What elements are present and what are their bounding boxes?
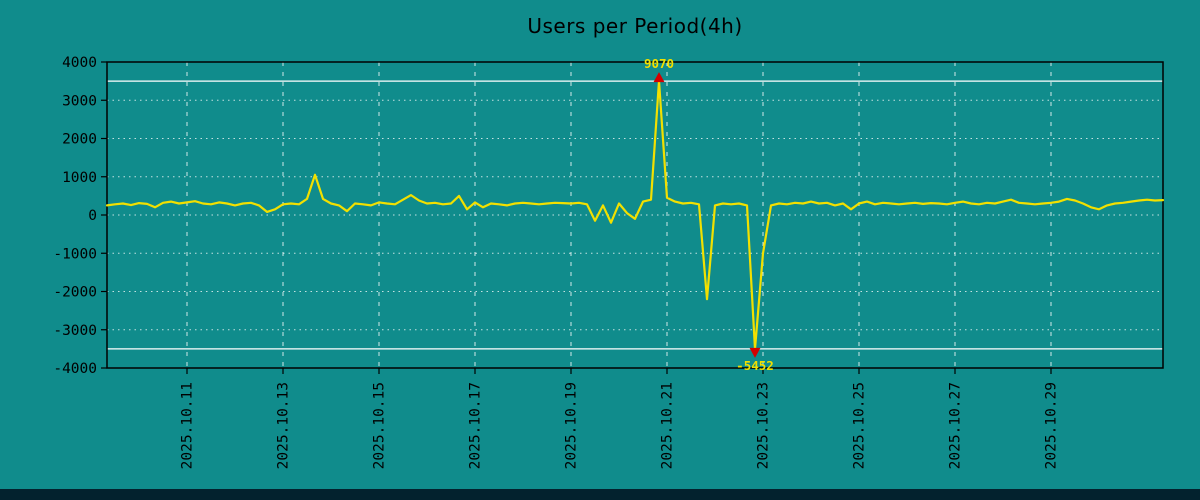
max-value-label: 9070 bbox=[644, 56, 674, 71]
svg-text:2025.10.25: 2025.10.25 bbox=[852, 382, 868, 469]
plot-area: 4000 3000 2000 1000 0 -1000 -2000 -3000 -4000 202… bbox=[53, 55, 1165, 469]
svg-text:2025.10.29: 2025.10.29 bbox=[1044, 382, 1060, 469]
svg-text:-1000: -1000 bbox=[53, 246, 97, 262]
svg-text:2025.10.11: 2025.10.11 bbox=[180, 382, 196, 469]
clip-lines bbox=[107, 80, 1163, 350]
footer-bar bbox=[0, 489, 1200, 500]
horizontal-gridlines bbox=[107, 99, 1163, 331]
svg-text:2025.10.23: 2025.10.23 bbox=[756, 382, 772, 469]
svg-text:4000: 4000 bbox=[62, 55, 97, 71]
chart-title: Users per Period(4h) bbox=[527, 14, 743, 38]
svg-text:2000: 2000 bbox=[62, 132, 97, 148]
svg-text:-4000: -4000 bbox=[53, 361, 97, 377]
svg-text:2025.10.13: 2025.10.13 bbox=[276, 382, 292, 469]
svg-text:2025.10.27: 2025.10.27 bbox=[948, 382, 964, 469]
annotations: 9070 -5452 bbox=[644, 56, 774, 373]
svg-text:0: 0 bbox=[88, 208, 97, 224]
svg-text:-2000: -2000 bbox=[53, 285, 97, 301]
series-line bbox=[105, 79, 1165, 350]
x-axis-labels: 2025.10.11 2025.10.13 2025.10.15 2025.10.17… bbox=[180, 368, 1060, 469]
y-axis-labels: 4000 3000 2000 1000 0 -1000 -2000 -3000 -4000 bbox=[53, 55, 107, 377]
min-value-label: -5452 bbox=[736, 358, 774, 373]
svg-text:1000: 1000 bbox=[62, 170, 97, 186]
svg-text:2025.10.21: 2025.10.21 bbox=[660, 382, 676, 469]
svg-text:-3000: -3000 bbox=[53, 323, 97, 339]
svg-text:2025.10.17: 2025.10.17 bbox=[468, 382, 484, 469]
min-marker-icon bbox=[749, 347, 761, 358]
svg-text:3000: 3000 bbox=[62, 93, 97, 109]
svg-text:2025.10.19: 2025.10.19 bbox=[564, 382, 580, 469]
max-marker-icon bbox=[653, 72, 665, 83]
svg-text:2025.10.15: 2025.10.15 bbox=[372, 382, 388, 469]
